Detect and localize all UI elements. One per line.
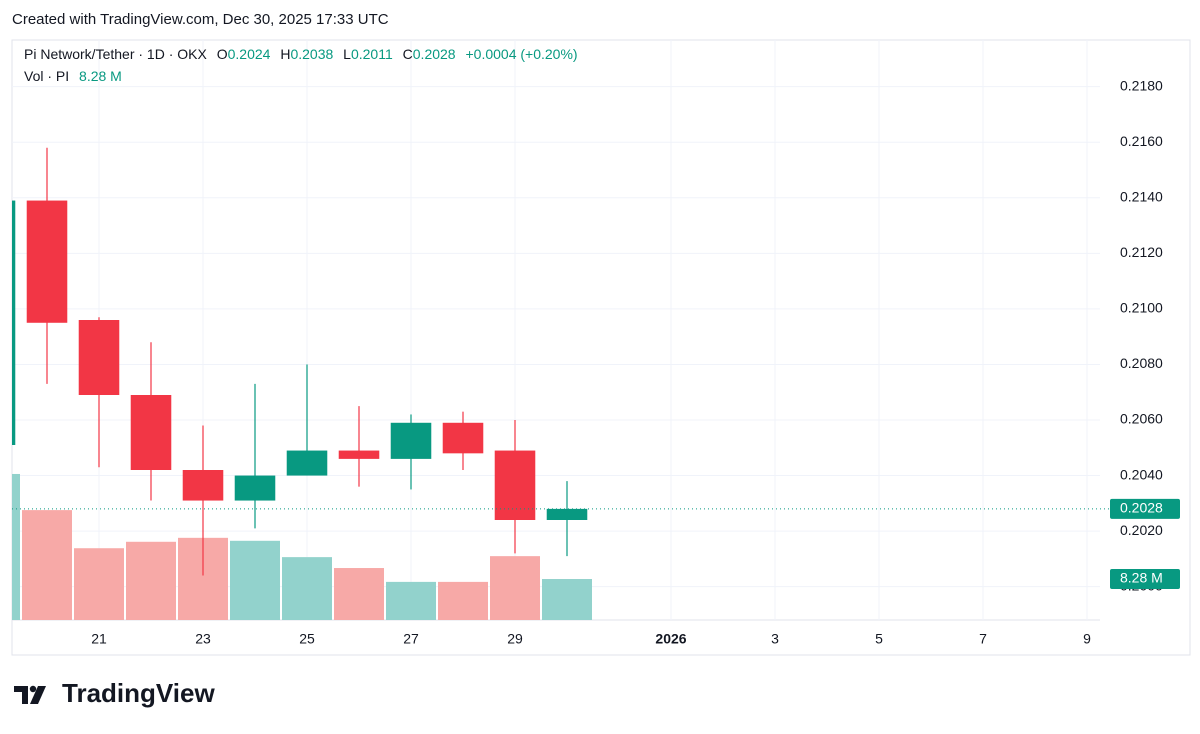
y-tick-label: 0.2140 [1120, 188, 1163, 204]
high-value: 0.2038 [290, 46, 333, 62]
candle-body [546, 508, 588, 520]
volume-bar [438, 581, 488, 620]
last-price-label: 0.2028 [1120, 500, 1163, 516]
legend: Pi Network/Tether · 1D · OKX O0.2024 H0.… [24, 46, 578, 62]
volume-bar [386, 581, 436, 620]
candle-body [338, 450, 380, 459]
candle-body [26, 200, 68, 323]
logo: TradingView [14, 678, 215, 708]
volume-bar [22, 510, 72, 620]
open-value: 0.2024 [228, 46, 271, 62]
candle-body [78, 320, 120, 395]
low-label: L [343, 46, 351, 62]
grid [12, 40, 1100, 620]
volume-box-label: 8.28 M [1120, 570, 1163, 586]
candle-body [12, 200, 16, 445]
x-tick-label: 3 [771, 631, 779, 647]
x-tick-label: 29 [507, 631, 523, 647]
x-tick-label: 27 [403, 631, 419, 647]
volume-bar [334, 568, 384, 620]
volume-label: Vol · PI [24, 68, 69, 84]
axes: 0.20000.20200.20400.20600.20800.21000.21… [91, 77, 1163, 646]
high-label: H [280, 46, 290, 62]
volume-bar [542, 579, 592, 620]
volume-legend: Vol · PI 8.28 M [24, 68, 122, 84]
y-tick-label: 0.2180 [1120, 77, 1163, 93]
x-tick-label: 7 [979, 631, 987, 647]
volume-bar [282, 557, 332, 620]
plot [12, 147, 592, 620]
candle-body [130, 395, 172, 470]
close-label: C [403, 46, 413, 62]
symbol: Pi Network/Tether · 1D · OKX [24, 46, 207, 62]
last-price-box [1110, 498, 1180, 519]
candle-body [390, 422, 432, 459]
candle-body [182, 470, 224, 501]
volume-bar [230, 540, 280, 620]
x-tick-label: 21 [91, 631, 107, 647]
change: +0.0004 (+0.20%) [465, 46, 577, 62]
x-tick-label: 23 [195, 631, 211, 647]
brand: TradingView [62, 678, 215, 708]
candle-body [494, 450, 536, 520]
y-tick-label: 0.2020 [1120, 522, 1163, 538]
candle-body [234, 475, 276, 501]
credit: Created with TradingView.com, Dec 30, 20… [12, 11, 389, 28]
close-value: 0.2028 [413, 46, 456, 62]
candle-body [286, 450, 328, 476]
volume-bar [490, 556, 540, 620]
y-tick-label: 0.2040 [1120, 466, 1163, 482]
y-tick-label: 0.2060 [1120, 411, 1163, 427]
y-tick-label: 0.2120 [1120, 244, 1163, 260]
volume-bar [12, 473, 20, 620]
volume-bar [74, 548, 124, 620]
volume-box [1110, 569, 1180, 590]
logo-icon [14, 686, 28, 704]
x-tick-label: 9 [1083, 631, 1091, 647]
y-tick-label: 0.2160 [1120, 133, 1163, 149]
x-tick-label: 2026 [655, 631, 686, 647]
logo-icon-dot [29, 685, 37, 693]
volume-value: 8.28 M [79, 68, 122, 84]
volume-bar [126, 541, 176, 620]
candle-body [442, 422, 484, 454]
logo-icon-slash [30, 686, 46, 704]
open-label: O [217, 46, 228, 62]
x-tick-label: 25 [299, 631, 315, 647]
y-tick-label: 0.2100 [1120, 300, 1163, 316]
x-tick-label: 5 [875, 631, 883, 647]
low-value: 0.2011 [351, 46, 393, 62]
y-tick-label: 0.2080 [1120, 355, 1163, 371]
